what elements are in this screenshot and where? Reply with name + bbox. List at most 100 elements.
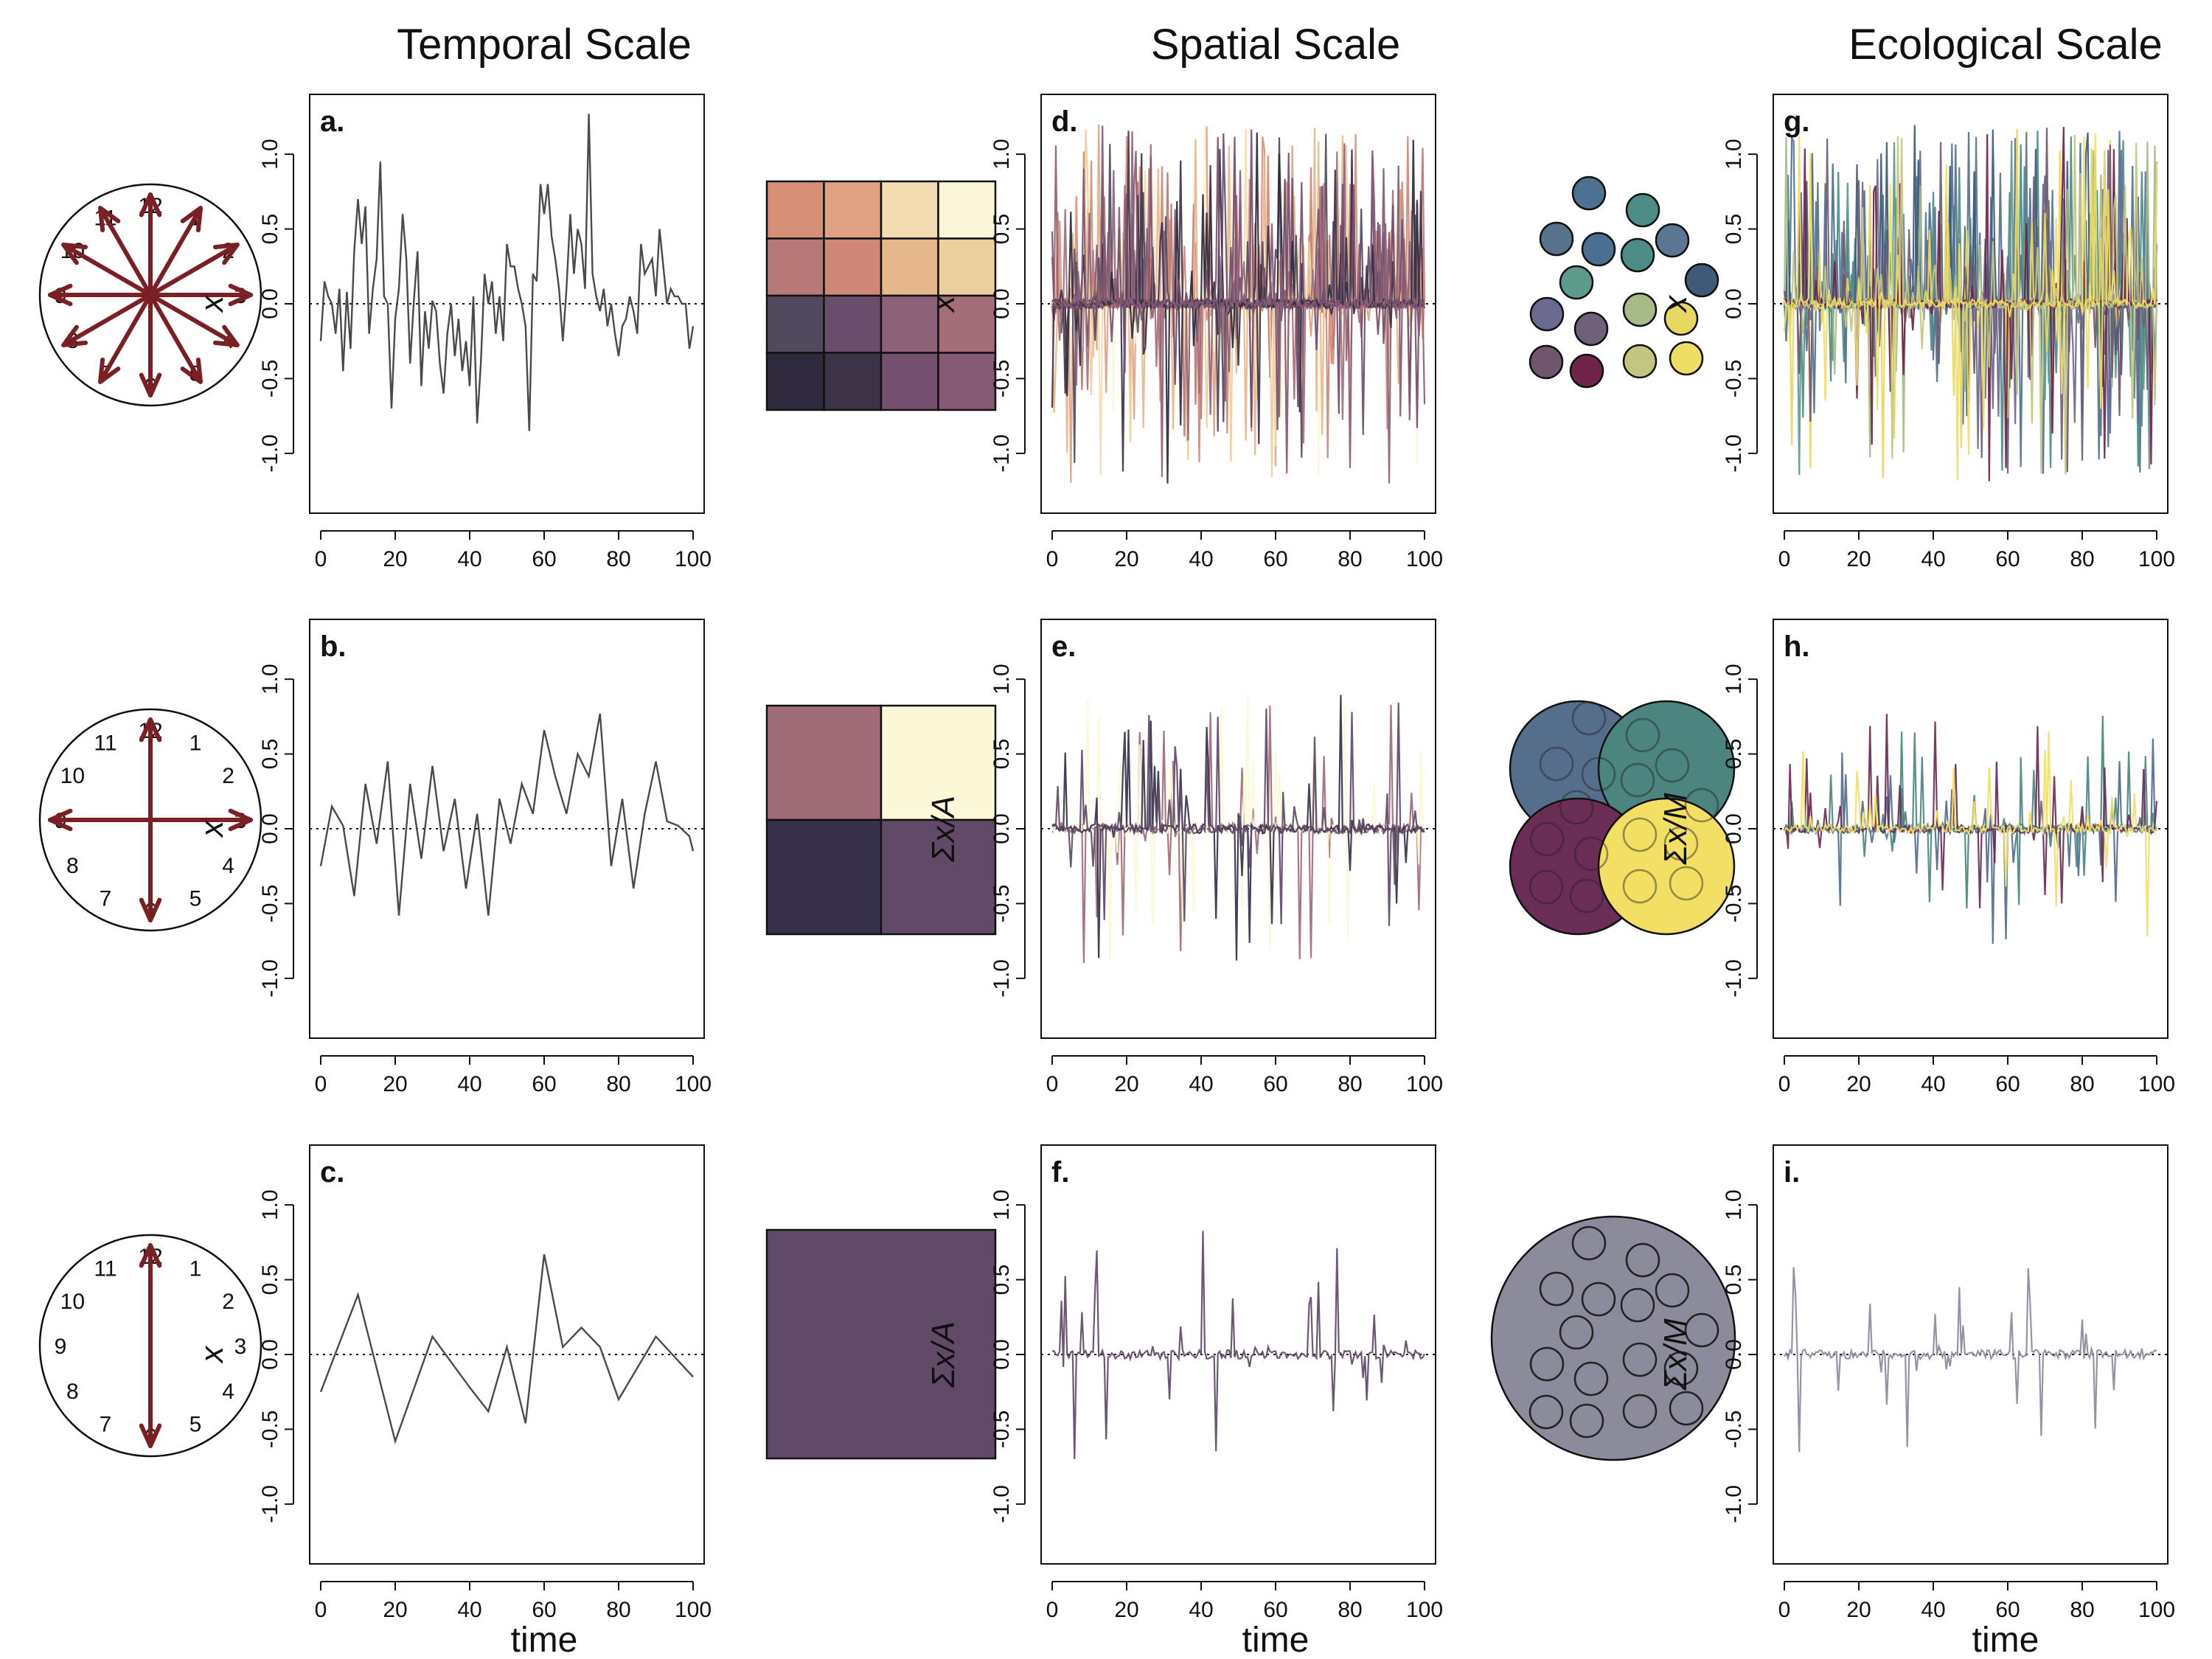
grid-cell [823,180,883,240]
species-circle [1539,221,1574,257]
clock-arrowhead [148,1243,162,1268]
chart-panels: a.0 20 40 60 80 100-1.0-0.50.00.51.0xb.0 20 40 6… [194,94,2175,1622]
x-tick-label: 20 [1846,547,1871,571]
clock-arrowhead [139,897,153,922]
panel-h: h. 0 20 40 60 80 100 -1.0 -0.5 0.0 0.5 1.0 Σx/M [1658,619,2175,1096]
panel-g: g. 0 20 40 60 80 100 -1.0 -0.5 0.0 0.5 1.0 x [1658,94,2175,571]
clock-arrow [148,243,240,297]
clock-number: 4 [222,1380,234,1404]
clock-arrow [148,293,203,384]
species-outline [1684,1312,1719,1348]
clock-arrowhead [148,1423,162,1448]
spatial-grid-icons [765,180,997,1460]
x-tick-label: 80 [2070,547,2094,571]
y-tick-label: 1.0 [990,139,1014,170]
clock-arrowhead [148,192,162,218]
x-tick-label: 80 [2070,1598,2094,1622]
species-circle [1529,296,1565,332]
y-tick-label: -1.0 [258,434,282,473]
clock-icon-1: 121234567891011 [38,183,262,407]
species-outline [1539,746,1574,782]
clock-arrow [148,206,203,297]
x-tick-label: 40 [1921,547,1945,571]
species-outline [1622,1342,1658,1377]
x-tick-label: 80 [606,547,630,571]
clock-arrow [98,206,153,297]
header-spatial: Spatial Scale [1151,21,1401,69]
xlabel-time-ecological: time [1972,1621,2039,1659]
x-tick-label: 0 [1778,547,1791,571]
clock-arrowhead [139,1243,153,1268]
grid-cell [765,237,825,297]
clock-arrowhead [195,357,203,384]
x-tick-label: 0 [1046,1598,1059,1622]
y-tick-label: 0.0 [258,288,282,319]
species-outline [1655,1273,1690,1308]
y-tick-label: -1.0 [258,959,282,998]
y-tick-label: -1.0 [990,434,1014,473]
x-tick-label: 40 [1921,1598,1945,1622]
clock-arrowhead [139,1423,153,1448]
clock-arrowhead [98,366,121,384]
ecological-community-icons [1490,175,1736,1461]
y-tick-label: -1.0 [1722,434,1746,473]
clock-arrowhead [148,897,162,922]
grid-cell [765,180,825,240]
y-tick-label: -0.5 [990,1411,1014,1449]
clock-number: 11 [94,1256,116,1281]
y-tick-label: -1.0 [258,1485,282,1523]
species-outline [1559,1315,1594,1350]
species-outline [1573,836,1609,872]
series-line [319,114,695,431]
grid-cell [880,180,939,240]
species-outline [1622,817,1658,852]
x-tick-label: 0 [1778,1072,1791,1096]
y-tick-label: 1.0 [258,1189,282,1220]
x-tick-label: 20 [1846,1072,1871,1096]
species-circle [1622,344,1658,379]
species-circle [1571,175,1607,211]
x-tick-label: 60 [532,1072,556,1096]
x-tick-label: 40 [457,1598,481,1622]
x-tick-label: 20 [1114,1072,1138,1096]
y-tick-label: -0.5 [990,360,1014,398]
panel-label: d. [1051,105,1078,138]
species-outline [1571,1225,1607,1261]
x-tick-label: 0 [315,1598,327,1622]
eco-community-groups [1509,700,1736,936]
panel-b: b. 0 20 40 60 80 100 -1.0 -0.5 0.0 0.5 1.0 x [194,619,712,1096]
x-tick-label: 20 [383,547,407,571]
spatial-grid-1 [765,180,997,411]
clock-number: 2 [222,1290,234,1314]
x-tick-label: 100 [675,1598,712,1622]
clock-arrowhead [212,340,240,347]
y-tick-label: -0.5 [990,885,1014,923]
header-temporal: Temporal Scale [397,21,692,69]
clock-arrowhead [148,372,162,397]
xlabel-time-temporal: time [511,1621,578,1659]
group-circle [1597,797,1736,936]
series-line-16 [1783,133,2158,481]
clock-arrow [148,293,240,347]
species-outline [1559,790,1594,825]
grid-cell [823,352,883,411]
clock-arrowhead [48,818,73,832]
y-axis-label: x [925,294,961,313]
y-tick-label: 1.0 [1722,139,1746,170]
y-tick-label: -0.5 [1722,360,1746,398]
panel-label: b. [320,630,347,663]
clock-arrowhead [61,340,88,347]
clock-number: 7 [100,1413,112,1437]
x-tick-label: 60 [1263,1072,1287,1096]
grid-cell [880,704,997,821]
clock-number: 5 [189,887,202,911]
x-tick-label: 100 [2138,1598,2175,1622]
y-axis-label: x [1658,294,1694,313]
x-tick-label: 80 [1338,1072,1362,1096]
y-tick-label: -0.5 [1722,1411,1746,1449]
panel-c: c. 0 20 40 60 80 100 -1.0 -0.5 0.0 0.5 1.0 x [194,1144,712,1622]
species-outline [1529,821,1565,857]
panel-label: a. [320,105,344,138]
x-tick-label: 0 [1778,1598,1791,1622]
